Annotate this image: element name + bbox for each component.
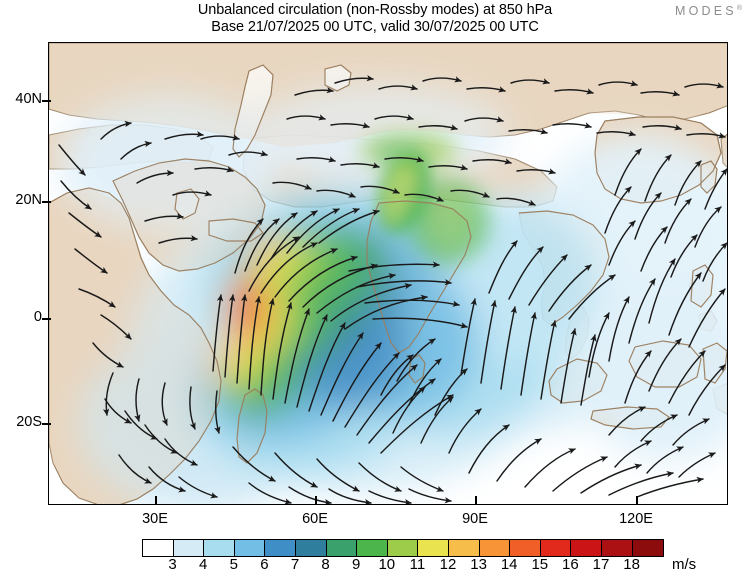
map-graphic bbox=[49, 43, 727, 504]
colorbar-tick-label: 17 bbox=[592, 556, 610, 573]
y-axis-tick-mark bbox=[42, 201, 51, 203]
x-axis-tick-mark bbox=[636, 496, 638, 505]
colorbar-cell[interactable] bbox=[632, 540, 664, 556]
x-axis-tick-mark bbox=[475, 496, 477, 505]
chart-title-block: Unbalanced circulation (non-Rossby modes… bbox=[0, 2, 750, 36]
colorbar-cell[interactable] bbox=[204, 540, 235, 556]
colorbar-tick-label: 9 bbox=[352, 556, 361, 573]
colorbar-cell[interactable] bbox=[387, 540, 419, 556]
y-axis-tick-label: 20S bbox=[16, 414, 42, 430]
colorbar-tick-label: 3 bbox=[168, 556, 177, 573]
colorbar-tick-label: 16 bbox=[562, 556, 579, 573]
colorbar-cell[interactable] bbox=[601, 540, 633, 556]
y-axis-tick-mark bbox=[42, 423, 51, 425]
chart-subtitle: Base 21/07/2025 00 UTC, valid 30/07/2025… bbox=[211, 19, 539, 35]
colorbar-tick-label: 15 bbox=[531, 556, 549, 573]
colorbar-cell[interactable] bbox=[234, 540, 266, 556]
colorbar-tick-label: 12 bbox=[439, 556, 457, 573]
colorbar-tick-label: 14 bbox=[500, 556, 518, 573]
x-axis-tick-label: 120E bbox=[619, 511, 653, 527]
y-axis-tick-label: 40N bbox=[15, 91, 42, 107]
colorbar-tick-label: 7 bbox=[290, 556, 300, 573]
colorbar-cell[interactable] bbox=[448, 540, 480, 556]
colorbar-cell[interactable] bbox=[173, 540, 205, 556]
map-plot-area[interactable] bbox=[48, 42, 728, 505]
registered-mark-icon: ® bbox=[736, 4, 742, 12]
page-title: Unbalanced circulation (non-Rossby modes… bbox=[197, 2, 553, 18]
colorbar-cell[interactable] bbox=[326, 540, 358, 556]
colorbar-tick-label: 8 bbox=[321, 556, 330, 573]
colorbar-cell[interactable] bbox=[418, 540, 449, 556]
colorbar-cell[interactable] bbox=[510, 540, 541, 556]
colorbar-cell[interactable] bbox=[295, 540, 327, 556]
colorbar-cell[interactable] bbox=[143, 540, 174, 556]
colorbar-swatches[interactable] bbox=[142, 539, 665, 557]
colorbar-cell[interactable] bbox=[540, 540, 572, 556]
x-axis-tick-label: 60E bbox=[302, 511, 328, 527]
colorbar-tick-label: 6 bbox=[260, 556, 269, 573]
colorbar[interactable] bbox=[142, 539, 665, 557]
colorbar-cell[interactable] bbox=[479, 540, 511, 556]
x-axis-tick-mark bbox=[315, 496, 317, 505]
x-axis-tick-label: 30E bbox=[142, 511, 168, 527]
y-axis-tick-label: 20N bbox=[15, 192, 42, 208]
colorbar-tick-label: 11 bbox=[409, 556, 426, 573]
colorbar-tick-label: 18 bbox=[623, 556, 640, 573]
y-axis-tick-label: 0 bbox=[33, 309, 42, 325]
y-axis-tick-mark bbox=[42, 318, 51, 320]
colorbar-tick-label: 10 bbox=[378, 556, 396, 573]
x-axis-tick-label: 90E bbox=[462, 511, 488, 527]
map-canvas bbox=[49, 43, 727, 504]
y-axis-tick-mark bbox=[42, 100, 51, 102]
colorbar-tick-label: 4 bbox=[199, 556, 208, 573]
modes-logo: MODES® bbox=[675, 4, 742, 18]
colorbar-units-label: m/s bbox=[672, 556, 697, 573]
colorbar-cell[interactable] bbox=[265, 540, 296, 556]
colorbar-tick-label: 13 bbox=[470, 556, 487, 573]
colorbar-tick-label: 5 bbox=[229, 556, 238, 573]
colorbar-cell[interactable] bbox=[357, 540, 388, 556]
colorbar-cell[interactable] bbox=[571, 540, 602, 556]
x-axis-tick-mark bbox=[155, 496, 157, 505]
modes-logo-text: MODES bbox=[674, 4, 737, 18]
